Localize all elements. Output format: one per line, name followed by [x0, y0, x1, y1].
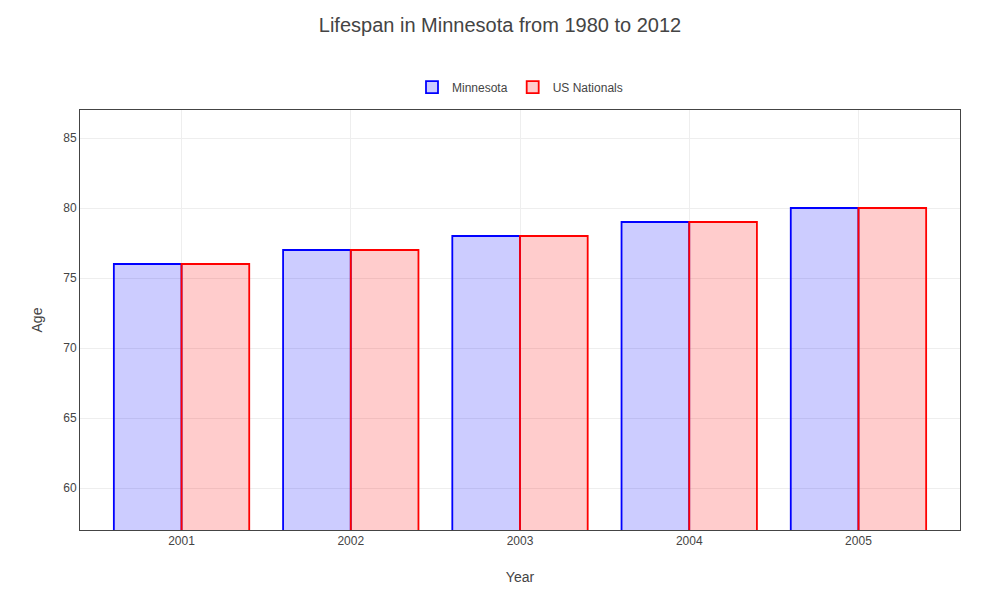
svg-text:70: 70	[63, 341, 77, 355]
svg-text:2001: 2001	[168, 534, 195, 548]
svg-text:2005: 2005	[845, 534, 872, 548]
svg-text:Lifespan in Minnesota from 198: Lifespan in Minnesota from 1980 to 2012	[319, 14, 681, 36]
svg-text:2003: 2003	[507, 534, 534, 548]
svg-text:65: 65	[63, 411, 77, 425]
svg-text:Year: Year	[506, 569, 535, 585]
svg-text:US Nationals: US Nationals	[553, 81, 623, 95]
svg-text:85: 85	[63, 131, 77, 145]
svg-text:80: 80	[63, 201, 77, 215]
svg-text:60: 60	[63, 481, 77, 495]
svg-text:75: 75	[63, 271, 77, 285]
svg-text:Age: Age	[29, 307, 45, 332]
svg-text:Minnesota: Minnesota	[452, 81, 508, 95]
svg-text:2004: 2004	[676, 534, 703, 548]
svg-text:2002: 2002	[337, 534, 364, 548]
